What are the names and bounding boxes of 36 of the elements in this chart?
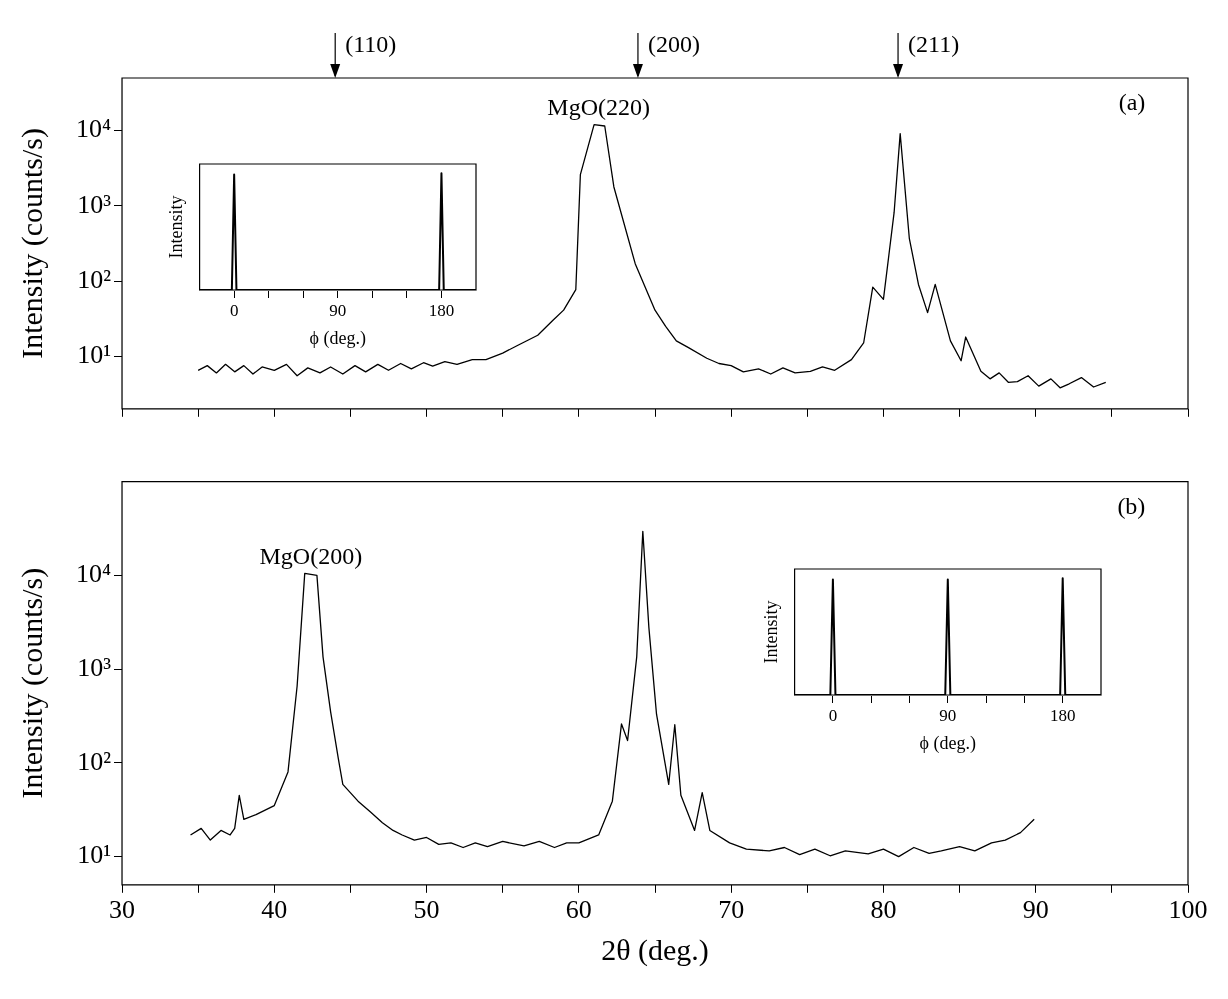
text: (110) [345,31,397,58]
x-tick-label: 90 [1022,895,1049,925]
y-tick-label: 10¹ [77,840,111,870]
text: (211) [908,31,960,58]
annotation: (a) [1118,89,1146,116]
x-tick-label: 180 [1049,705,1076,725]
x-tick-label: 70 [718,895,745,925]
x-axis-title: 2θ (deg.) [601,932,709,967]
x-tick-label: 0 [229,300,239,320]
y-tick-label: 10⁴ [75,559,111,589]
y-axis-title: Intensity [165,195,186,259]
x-tick-label: 50 [413,895,440,925]
x-axis-title: ϕ (deg.) [309,327,367,349]
text: (200) [647,31,700,58]
y-tick-label: 10¹ [77,340,111,370]
y-tick-label: 10³ [77,652,112,682]
y-axis-title: Intensity [760,600,781,664]
x-axis-title: ϕ (deg.) [919,732,977,754]
x-tick-label: 100 [1168,895,1208,925]
x-tick-label: 90 [939,705,957,725]
x-tick-label: 80 [870,895,897,925]
y-tick-label: 10² [77,746,112,776]
x-tick-label: 30 [109,895,135,925]
y-axis-title: Intensity (counts/s) [14,127,49,359]
annotation: (b) [1117,492,1146,519]
annotation: MgO(200) [259,542,363,569]
x-tick-label: 0 [828,705,838,725]
annotation: MgO(220) [547,93,650,120]
x-tick-label: 40 [261,895,288,925]
x-tick-label: 60 [565,895,592,925]
x-tick-label: 180 [428,300,455,320]
y-axis-title: Intensity (counts/s) [14,567,49,799]
y-tick-label: 10² [77,264,112,294]
x-tick-label: 90 [329,300,347,320]
y-tick-label: 10⁴ [75,114,111,144]
y-tick-label: 10³ [77,189,112,219]
